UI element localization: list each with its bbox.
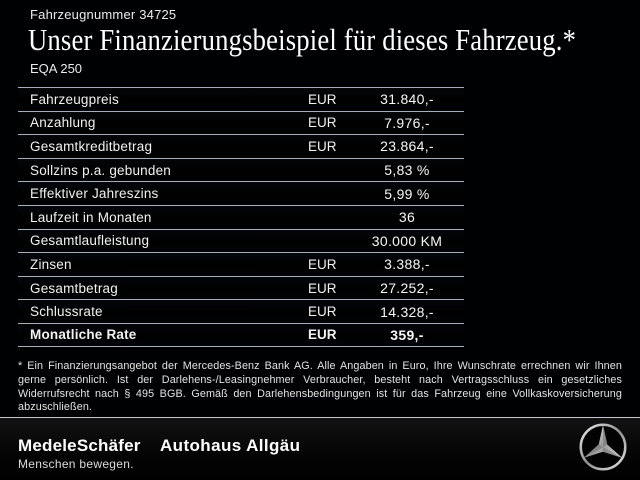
row-value: 14.328,- [380,303,434,320]
row-label: Anzahlung [30,115,96,131]
footer-divider [0,417,640,418]
row-value: 31.840,- [380,91,434,108]
row-label: Sollzins p.a. gebunden [30,162,172,178]
legal-footnote: * Ein Finanzierungsangebot der Mercedes-… [18,360,622,414]
row-value: 7.976,- [384,114,430,131]
row-value: 5,83 % [384,162,430,179]
row-currency: EUR [308,304,337,320]
finance-table: Fahrzeugpreis EUR 31.840,- Anzahlung EUR… [18,87,464,347]
dealer-logo-primary: MedeleSchäfer [18,436,141,455]
footer-bar: MedeleSchäfer Autohaus Allgäu Menschen b… [0,418,640,480]
row-currency: EUR [308,280,337,296]
row-value: 27.252,- [380,280,434,297]
table-row: Fahrzeugpreis EUR 31.840,- [18,87,464,111]
row-label: Gesamtbetrag [30,280,118,296]
row-value: 23.864,- [380,138,434,155]
row-currency: EUR [308,115,337,131]
table-row: Zinsen EUR 3.388,- [18,252,464,276]
row-label: Schlussrate [30,304,103,320]
row-value: 359,- [390,326,424,343]
table-row: Laufzeit in Monaten 36 [18,204,464,229]
table-row: Anzahlung EUR 7.976,- [18,110,464,135]
row-label: Fahrzeugpreis [30,91,119,107]
mercedes-star-icon [578,422,628,472]
table-row: Sollzins p.a. gebunden 5,83 % [18,157,464,182]
table-row: Gesamtbetrag EUR 27.252,- [18,275,464,300]
table-row: Gesamtkreditbetrag EUR 23.864,- [18,134,464,158]
row-label: Gesamtlaufleistung [30,233,150,249]
row-currency: EUR [308,256,337,272]
row-label: Laufzeit in Monaten [30,209,152,225]
page-title: Unser Finanzierungsbeispiel für dieses F… [28,22,577,57]
table-row: Effektiver Jahreszins 5,99 % [18,181,464,205]
row-value: 30.000 KM [371,232,443,249]
row-value: 3.388,- [384,256,430,273]
row-label: Effektiver Jahreszins [30,186,159,202]
row-value: 36 [398,209,416,226]
table-row: Gesamtlaufleistung 30.000 KM [18,228,464,253]
vehicle-number: Fahrzeugnummer 34725 [30,7,177,22]
dealer-logo-secondary: Autohaus Allgäu [160,436,301,455]
row-label: Gesamtkreditbetrag [30,138,153,154]
row-value: 5,99 % [384,185,430,202]
table-row: Monatliche Rate EUR 359,- [18,322,464,347]
row-label: Zinsen [30,256,72,272]
row-label: Monatliche Rate [30,327,137,343]
row-currency: EUR [308,138,337,154]
row-currency: EUR [308,327,337,343]
vehicle-model: EQA 250 [30,61,83,76]
table-row: Schlussrate EUR 14.328,- [18,299,464,323]
dealer-tagline: Menschen bewegen. [18,457,134,471]
row-currency: EUR [308,91,337,107]
